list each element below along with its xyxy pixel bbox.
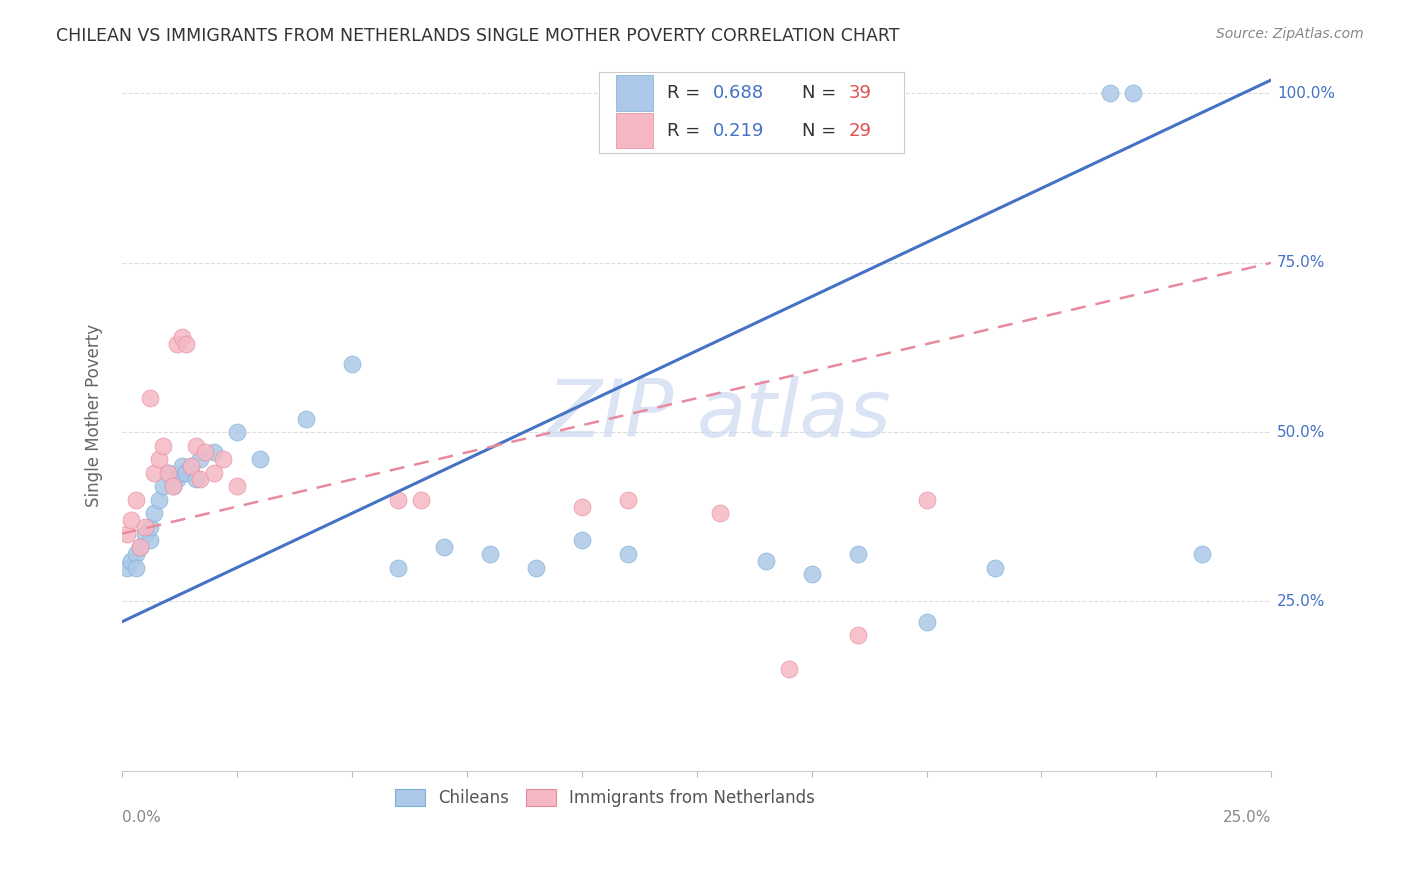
Point	[125, 560, 148, 574]
Point	[125, 492, 148, 507]
Point	[157, 466, 180, 480]
FancyBboxPatch shape	[599, 71, 904, 153]
Point	[143, 507, 166, 521]
Point	[134, 526, 156, 541]
Point	[143, 466, 166, 480]
Point	[148, 492, 170, 507]
Point	[409, 492, 432, 507]
Point	[148, 452, 170, 467]
Point	[194, 445, 217, 459]
Text: 50.0%: 50.0%	[1277, 425, 1326, 440]
Point	[915, 492, 938, 507]
Point	[166, 473, 188, 487]
Point	[176, 466, 198, 480]
Text: ZIP: ZIP	[547, 376, 673, 454]
Point	[157, 466, 180, 480]
Point	[295, 411, 318, 425]
Point	[249, 452, 271, 467]
Point	[180, 458, 202, 473]
Text: 39: 39	[848, 84, 872, 102]
Point	[138, 391, 160, 405]
Point	[846, 628, 869, 642]
Point	[212, 452, 235, 467]
Point	[433, 540, 456, 554]
Text: CHILEAN VS IMMIGRANTS FROM NETHERLANDS SINGLE MOTHER POVERTY CORRELATION CHART: CHILEAN VS IMMIGRANTS FROM NETHERLANDS S…	[56, 27, 900, 45]
Text: 0.0%: 0.0%	[122, 810, 160, 825]
Point	[616, 492, 638, 507]
Point	[138, 533, 160, 548]
Point	[176, 337, 198, 351]
Point	[709, 507, 731, 521]
Point	[188, 452, 211, 467]
Point	[387, 492, 409, 507]
Point	[478, 547, 501, 561]
Point	[166, 337, 188, 351]
Point	[984, 560, 1007, 574]
Point	[387, 560, 409, 574]
Point	[162, 479, 184, 493]
Point	[188, 473, 211, 487]
Text: 75.0%: 75.0%	[1277, 255, 1326, 270]
Point	[915, 615, 938, 629]
Point	[800, 567, 823, 582]
Point	[571, 500, 593, 514]
FancyBboxPatch shape	[616, 75, 652, 111]
Text: 0.688: 0.688	[713, 84, 763, 102]
Point	[120, 513, 142, 527]
Point	[571, 533, 593, 548]
Point	[162, 479, 184, 493]
Point	[202, 466, 225, 480]
Point	[846, 547, 869, 561]
Text: 100.0%: 100.0%	[1277, 86, 1336, 101]
Point	[138, 520, 160, 534]
Point	[1191, 547, 1213, 561]
Text: R =: R =	[666, 121, 706, 140]
Text: N =: N =	[803, 84, 842, 102]
Point	[170, 330, 193, 344]
Point	[184, 439, 207, 453]
Point	[125, 547, 148, 561]
Point	[616, 547, 638, 561]
Point	[524, 560, 547, 574]
Point	[170, 458, 193, 473]
Text: 25.0%: 25.0%	[1277, 594, 1326, 609]
Text: 0.219: 0.219	[713, 121, 763, 140]
Text: R =: R =	[666, 84, 706, 102]
Point	[170, 466, 193, 480]
Point	[340, 357, 363, 371]
Point	[180, 458, 202, 473]
Point	[129, 540, 152, 554]
Text: Source: ZipAtlas.com: Source: ZipAtlas.com	[1216, 27, 1364, 41]
Point	[152, 439, 174, 453]
Point	[202, 445, 225, 459]
Point	[226, 479, 249, 493]
Text: 29: 29	[848, 121, 872, 140]
Point	[134, 520, 156, 534]
Point	[755, 554, 778, 568]
Text: atlas: atlas	[697, 376, 891, 454]
FancyBboxPatch shape	[616, 113, 652, 148]
Point	[226, 425, 249, 439]
Point	[1122, 87, 1144, 101]
Legend: Chileans, Immigrants from Netherlands: Chileans, Immigrants from Netherlands	[388, 782, 821, 814]
Y-axis label: Single Mother Poverty: Single Mother Poverty	[86, 324, 103, 507]
Point	[115, 560, 138, 574]
Text: N =: N =	[803, 121, 842, 140]
Point	[120, 554, 142, 568]
Point	[129, 540, 152, 554]
Point	[184, 473, 207, 487]
Text: 25.0%: 25.0%	[1223, 810, 1271, 825]
Point	[115, 526, 138, 541]
Point	[152, 479, 174, 493]
Point	[778, 662, 800, 676]
Point	[1099, 87, 1122, 101]
